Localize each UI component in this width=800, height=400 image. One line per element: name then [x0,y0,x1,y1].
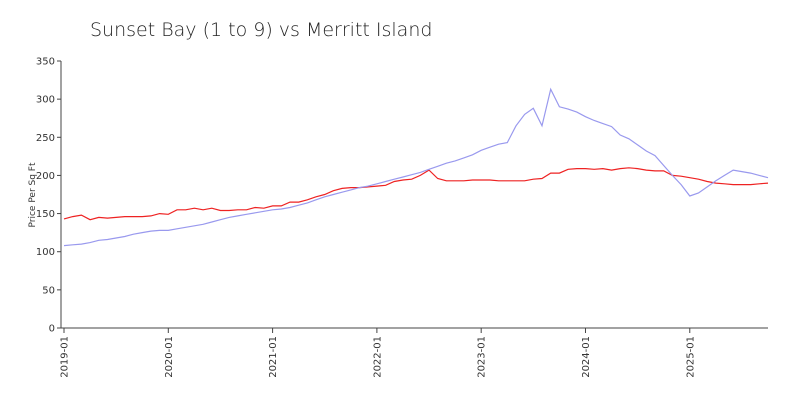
x-tick-label: 2023-01 [477,336,488,378]
x-tick-label: 2019-01 [60,336,71,378]
x-tick-label: 2024-01 [581,336,592,378]
y-tick-label: 0 [49,324,55,335]
y-tick-label: 100 [36,247,55,258]
y-axis-label: Price Per Sq Ft [28,162,38,227]
series-line [63,167,769,221]
series-line [63,87,769,247]
x-tick-label: 2020-01 [164,336,175,378]
x-tick-label: 2022-01 [372,336,383,378]
y-tick-label: 150 [36,209,55,220]
y-tick-label: 300 [36,95,55,106]
y-tick-label: 350 [36,57,55,68]
y-tick-label: 200 [36,171,55,182]
chart-title: Sunset Bay (1 to 9) vs Merritt Island [90,19,432,41]
x-tick-label: 2021-01 [268,336,279,378]
y-tick-label: 50 [42,285,55,296]
x-tick-label: 2025-01 [685,336,696,378]
y-tick-label: 250 [36,133,55,144]
